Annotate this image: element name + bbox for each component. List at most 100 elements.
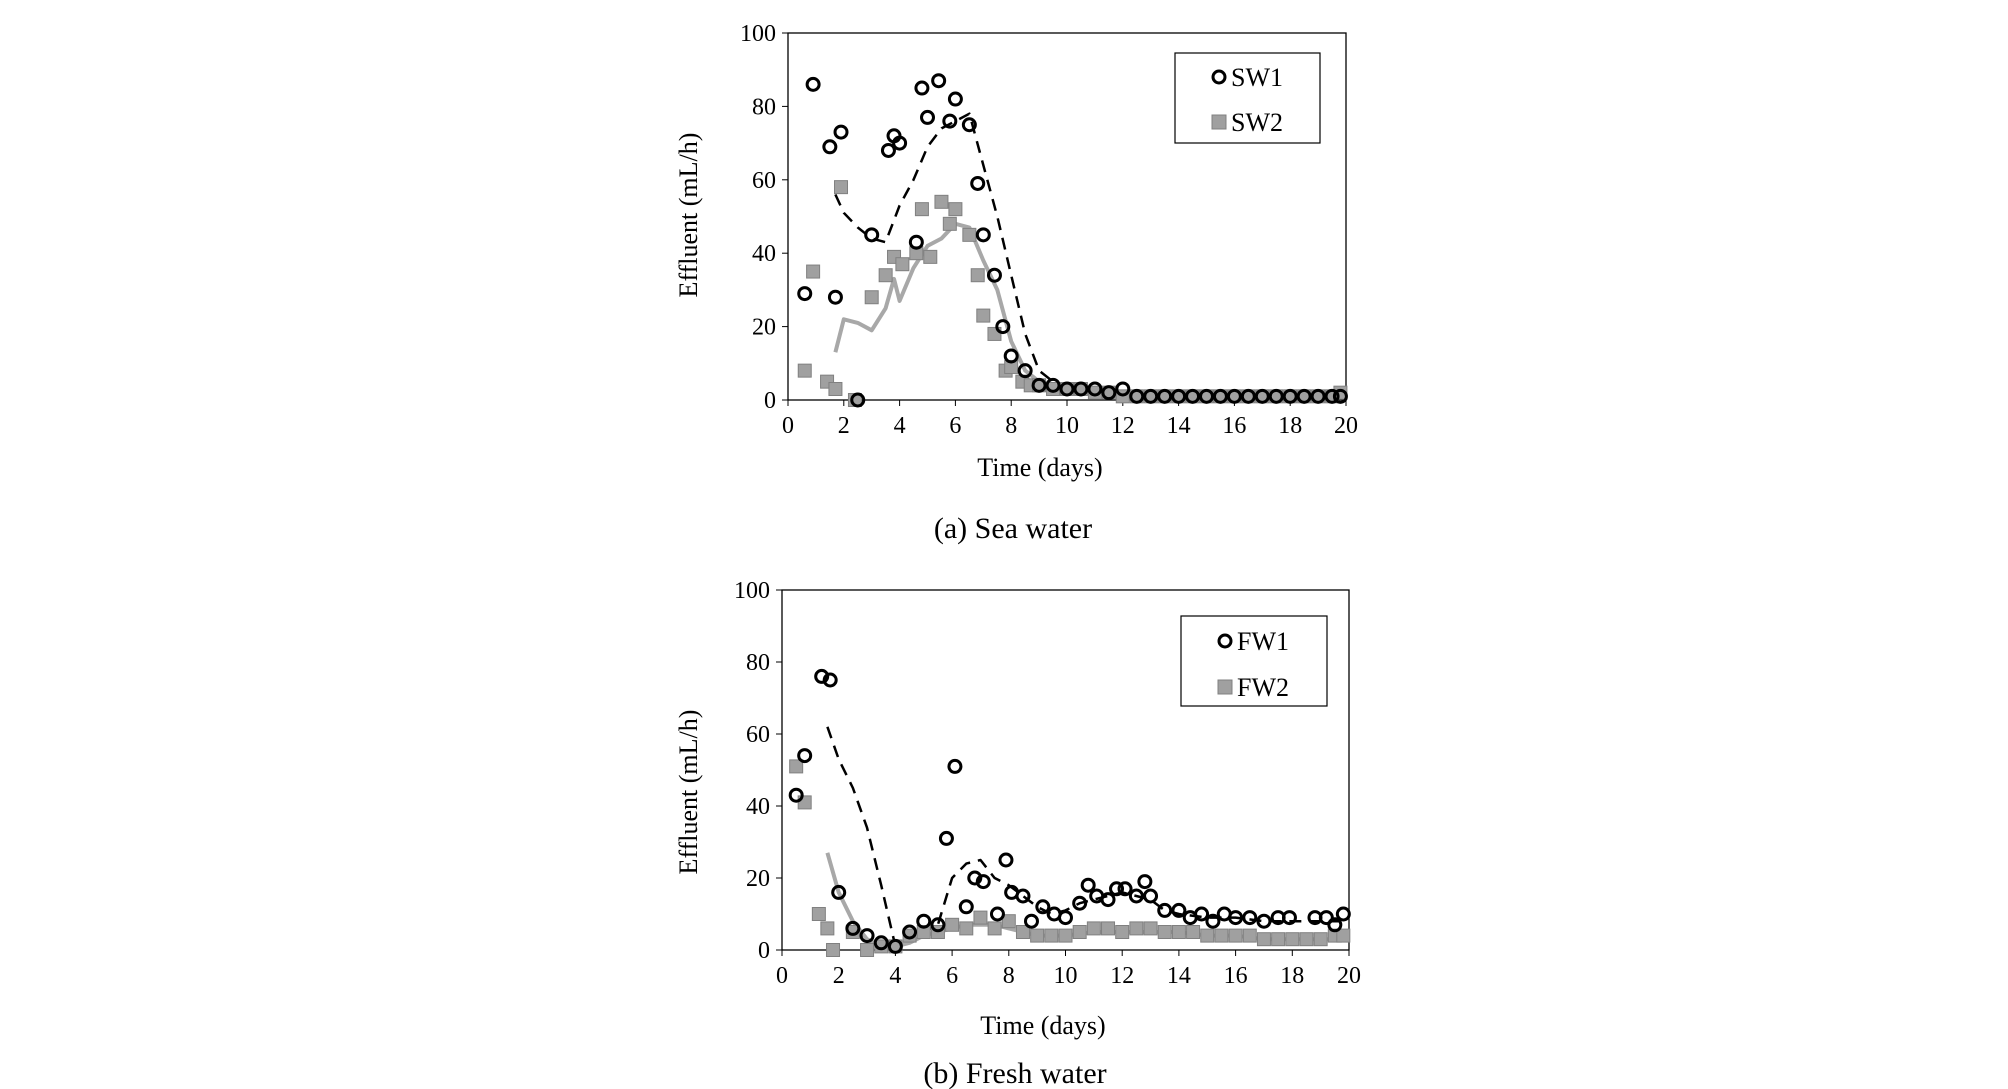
x-tick-label: 8 [1003, 963, 1015, 989]
data-point-fw1 [1327, 917, 1343, 933]
x-tick-label: 16 [1224, 963, 1248, 989]
data-point-sw1 [1115, 381, 1131, 397]
data-point-fw1 [1205, 913, 1221, 929]
data-point-fw1 [1080, 877, 1096, 893]
data-point-fw1 [1157, 902, 1173, 918]
y-tick-label: 60 [746, 722, 770, 748]
data-point-fw2 [1030, 928, 1045, 943]
data-point-fw1 [788, 787, 804, 803]
legend: FW1 FW2 [1180, 615, 1328, 707]
data-point-fw1 [1015, 888, 1031, 904]
data-point-fw1 [1242, 910, 1258, 926]
data-point-fw1 [822, 672, 838, 688]
x-tick-label: 14 [1167, 413, 1191, 439]
x-axis-title: Time (days) [977, 453, 1102, 482]
data-point-fw1 [1171, 902, 1187, 918]
legend-box [1174, 52, 1321, 144]
caption-fresh-water: (b) Fresh water [923, 1057, 1106, 1089]
data-point-sw1 [986, 267, 1002, 283]
data-point-sw1 [1268, 388, 1284, 404]
data-point-sw1 [920, 109, 935, 125]
data-point-fw2 [1129, 921, 1144, 936]
x-tick-label: 16 [1222, 413, 1246, 439]
y-tick-label: 100 [734, 578, 770, 604]
data-point-sw1 [850, 392, 866, 408]
data-point-fw1 [1072, 895, 1088, 911]
y-tick-label: 100 [740, 21, 776, 47]
data-point-fw2 [1115, 925, 1130, 939]
data-point-sw1 [880, 142, 896, 158]
data-point-sw1 [1129, 388, 1145, 404]
data-point-fw2 [826, 943, 841, 957]
data-point-sw1 [908, 234, 924, 250]
data-point-fw1 [814, 668, 830, 684]
data-point-fw2 [987, 921, 1002, 936]
data-point-sw2 [923, 249, 938, 264]
data-point-fw1 [1228, 910, 1244, 926]
legend-marker-fw1 [1217, 633, 1233, 649]
y-axis-title: Effluent (mL/h) [674, 710, 703, 875]
data-point-sw1 [1171, 388, 1187, 404]
y-tick-labels: 0 20 40 60 80 100 [740, 21, 788, 414]
data-point-sw2 [970, 268, 985, 283]
data-point-fw2 [811, 907, 826, 921]
legend-label-fw1: FW1 [1237, 627, 1289, 656]
data-point-sw2 [895, 257, 910, 272]
data-point-fw1 [1109, 881, 1125, 897]
legend-label-sw1: SW1 [1231, 63, 1283, 92]
data-point-sw1 [1031, 377, 1047, 393]
x-tick-label: 4 [889, 963, 901, 989]
legend-box [1180, 615, 1328, 707]
data-point-fw1 [1035, 899, 1051, 915]
legend-label-fw2: FW2 [1237, 673, 1289, 702]
data-point-fw1 [1143, 888, 1159, 904]
legend-marker-sw1 [1211, 69, 1227, 85]
x-tick-label: 20 [1334, 413, 1358, 439]
data-point-sw2 [914, 202, 929, 217]
data-point-sw1 [1324, 388, 1340, 404]
x-tick-label: 2 [833, 963, 845, 989]
y-tick-label: 40 [746, 794, 770, 820]
data-point-sw2 [976, 308, 991, 323]
data-point-fw1 [930, 917, 946, 933]
data-point-sw1 [864, 227, 880, 243]
data-point-sw2 [942, 216, 957, 231]
data-point-sw1 [1087, 381, 1103, 397]
data-point-sw2 [878, 268, 893, 283]
data-point-sw1 [1240, 388, 1256, 404]
data-point-fw1 [1128, 888, 1144, 904]
data-point-fw1 [1194, 906, 1210, 922]
data-point-fw2 [973, 910, 988, 925]
data-point-fw2 [1200, 928, 1215, 943]
x-tick-label: 12 [1111, 413, 1135, 439]
data-point-fw2 [1256, 932, 1271, 947]
trend-line-fw1 [826, 726, 1344, 948]
data-point-sw1 [970, 175, 986, 191]
data-point-fw2 [1299, 932, 1314, 947]
data-point-sw1 [797, 286, 813, 302]
data-point-sw1 [947, 91, 963, 107]
data-point-fw1 [1335, 906, 1351, 922]
data-point-fw2 [1313, 932, 1328, 947]
x-tick-label: 18 [1278, 413, 1302, 439]
x-tick-label: 4 [894, 413, 906, 439]
data-point-fw1 [947, 758, 963, 774]
data-point-fw2 [1186, 925, 1201, 939]
data-point-fw1 [859, 928, 875, 944]
x-tick-label: 0 [776, 963, 788, 989]
data-point-fw1 [938, 830, 954, 846]
data-point-sw2 [797, 363, 812, 378]
data-point-fw1 [845, 920, 861, 936]
data-point-fw2 [1228, 928, 1243, 943]
data-point-fw1 [989, 906, 1005, 922]
data-point-sw2 [948, 202, 963, 217]
data-point-sw2 [864, 290, 879, 305]
data-point-sw1 [995, 319, 1011, 335]
chart-panel-sea-water: 0 2 4 6 8 10 12 14 16 18 20 0 20 40 60 80 100 Time (day… [674, 21, 1358, 545]
x-tick-label: 6 [949, 413, 961, 439]
data-point-fw2 [1285, 932, 1300, 947]
legend-label-sw2: SW2 [1231, 108, 1283, 137]
data-point-fw1 [873, 935, 889, 951]
data-point-fw1 [887, 938, 903, 954]
data-point-sw1 [1059, 381, 1075, 397]
